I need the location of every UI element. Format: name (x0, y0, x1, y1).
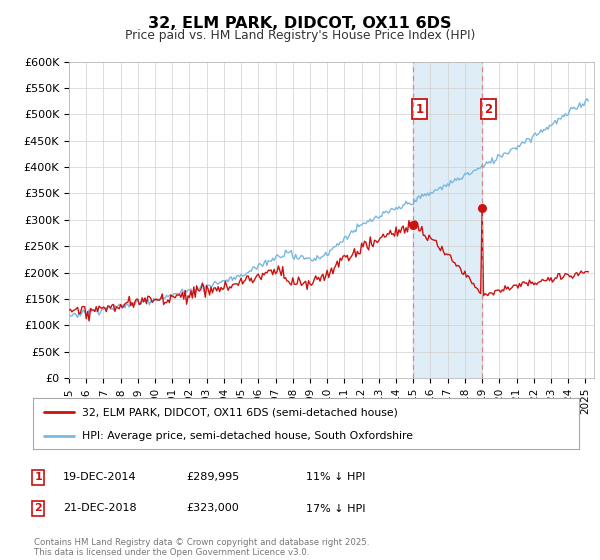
Text: 1: 1 (34, 472, 42, 482)
Text: 1: 1 (416, 102, 424, 115)
Text: 11% ↓ HPI: 11% ↓ HPI (306, 472, 365, 482)
Text: 32, ELM PARK, DIDCOT, OX11 6DS (semi-detached house): 32, ELM PARK, DIDCOT, OX11 6DS (semi-det… (82, 407, 398, 417)
Text: 19-DEC-2014: 19-DEC-2014 (63, 472, 137, 482)
Text: Price paid vs. HM Land Registry's House Price Index (HPI): Price paid vs. HM Land Registry's House … (125, 29, 475, 42)
Text: HPI: Average price, semi-detached house, South Oxfordshire: HPI: Average price, semi-detached house,… (82, 431, 413, 441)
Text: 2: 2 (484, 102, 493, 115)
Text: 17% ↓ HPI: 17% ↓ HPI (306, 503, 365, 514)
Text: 2: 2 (34, 503, 42, 514)
Text: Contains HM Land Registry data © Crown copyright and database right 2025.
This d: Contains HM Land Registry data © Crown c… (34, 538, 370, 557)
Text: 32, ELM PARK, DIDCOT, OX11 6DS: 32, ELM PARK, DIDCOT, OX11 6DS (148, 16, 452, 31)
Text: £323,000: £323,000 (186, 503, 239, 514)
Bar (413, 62, 482, 378)
Text: 21-DEC-2018: 21-DEC-2018 (63, 503, 137, 514)
Text: £289,995: £289,995 (186, 472, 239, 482)
